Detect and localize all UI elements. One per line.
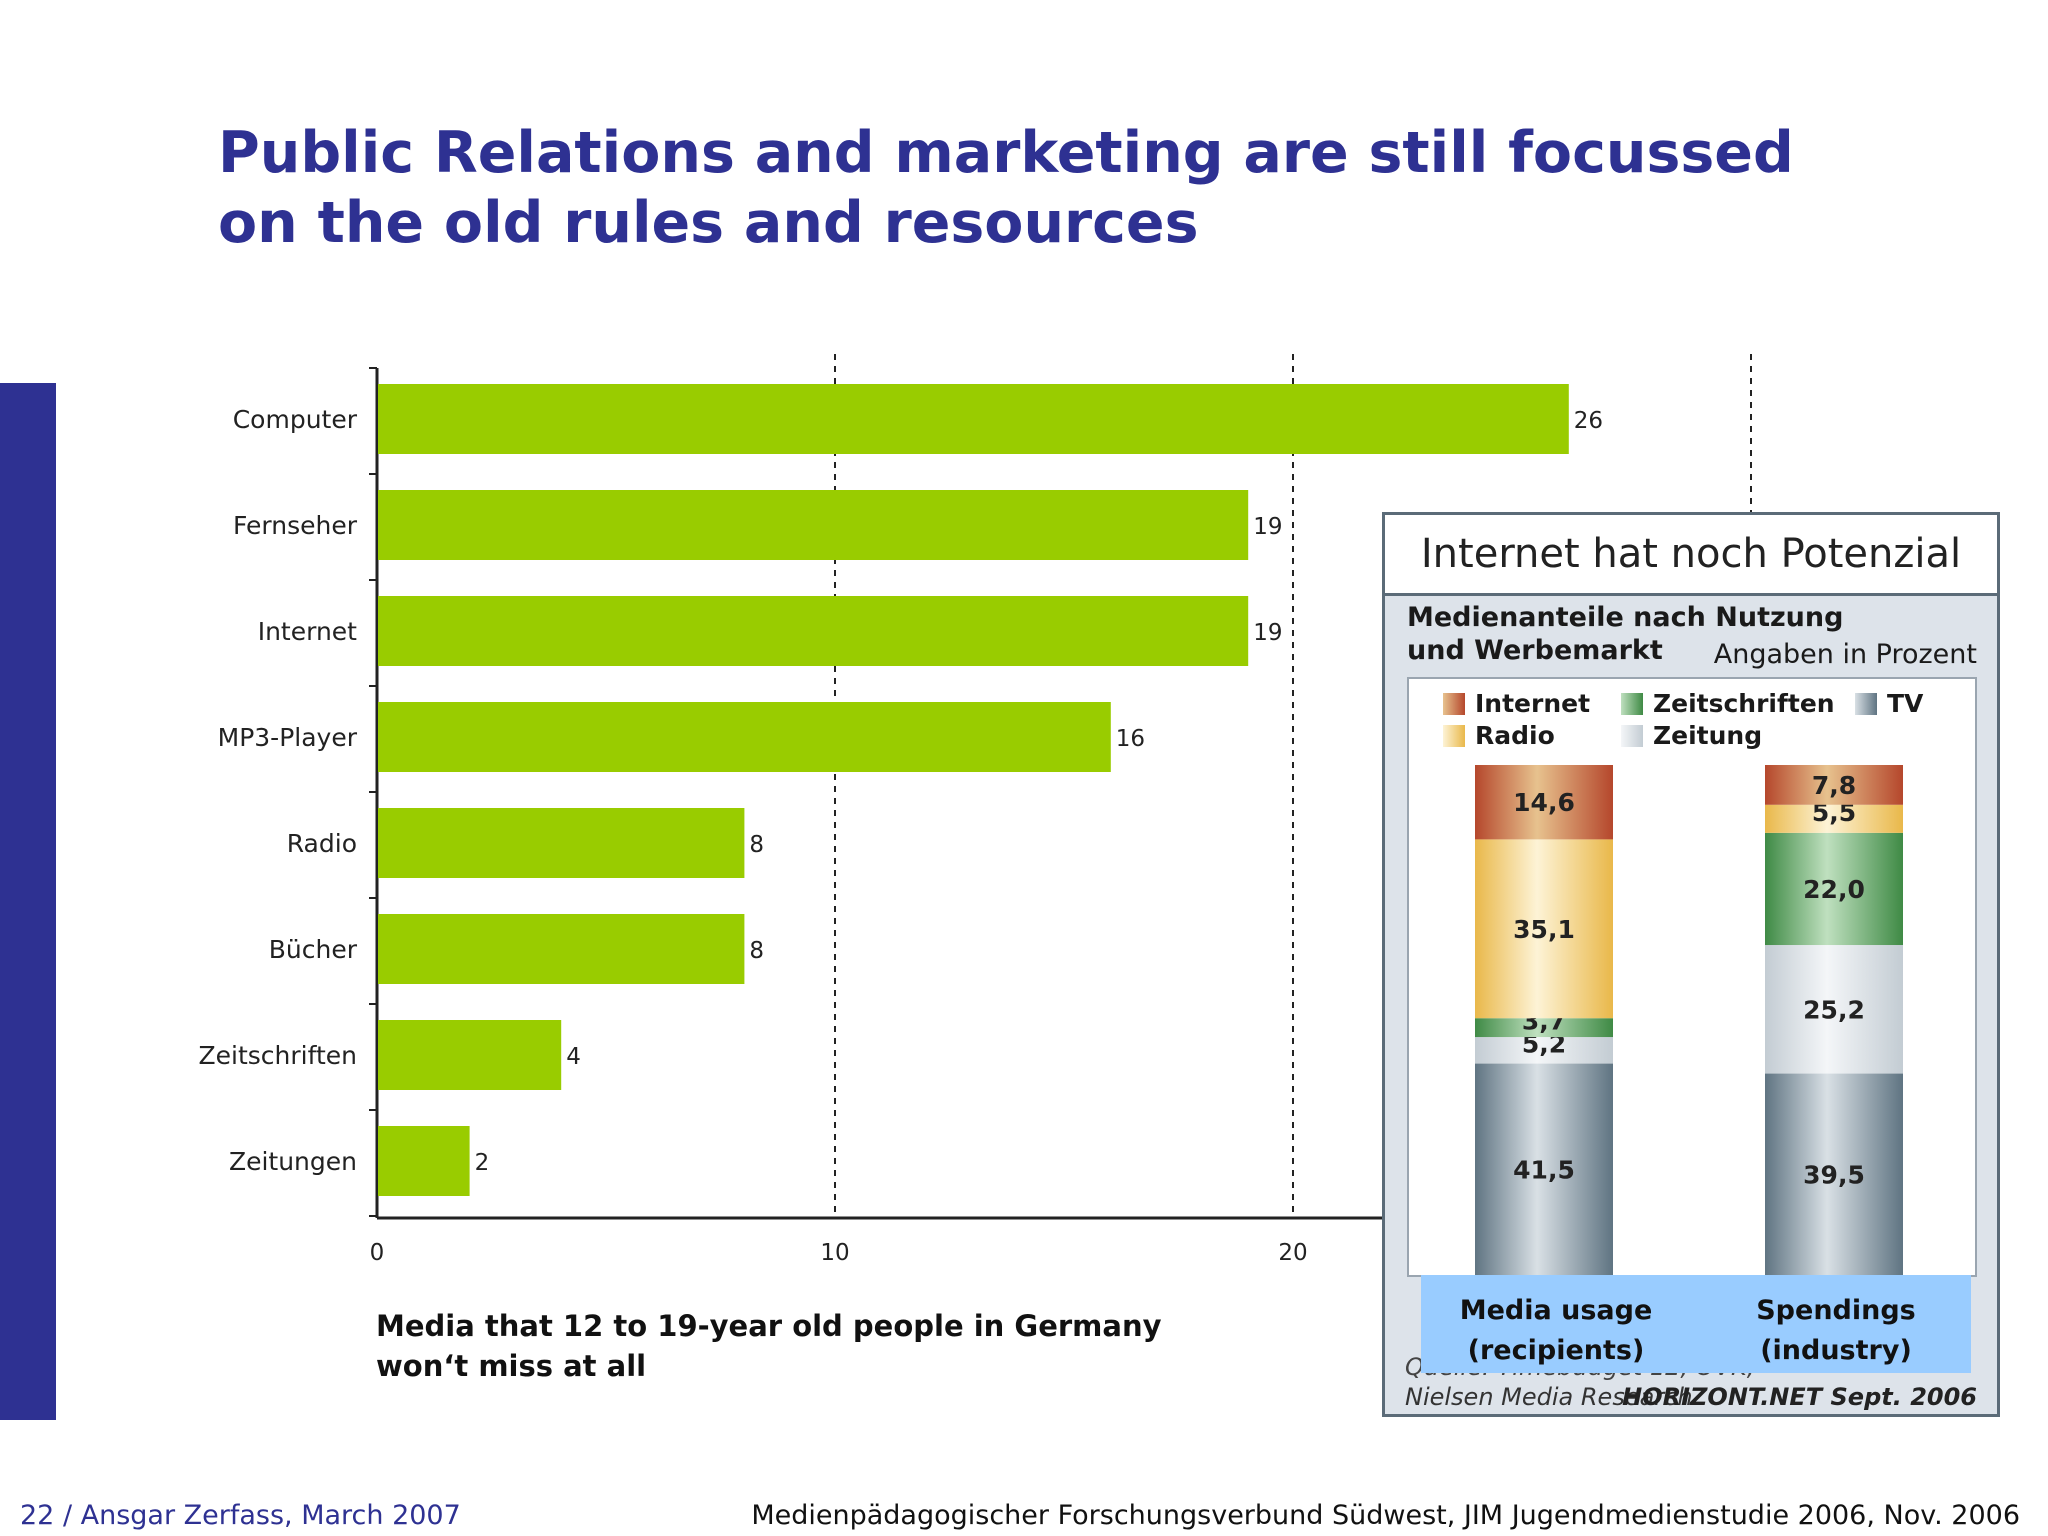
data-label: 19 [1253, 620, 1282, 646]
slide-title-line1: Public Relations and marketing are still… [218, 120, 1794, 186]
caption-line2: won‘t miss at all [376, 1349, 647, 1383]
bar-radio [378, 808, 745, 878]
stack-segment-radio [1475, 839, 1613, 1019]
slide-title-line2: on the old rules and resources [218, 190, 1199, 256]
caption-line1: Media that 12 to 19-year old people in G… [376, 1309, 1162, 1343]
bar-bücher [378, 914, 745, 984]
bar-computer [378, 384, 1569, 454]
category-label: Radio [287, 829, 357, 858]
legend-label-internet: Internet [1475, 689, 1591, 718]
legend-label-zeitung: Zeitung [1653, 721, 1763, 750]
segment-label-radio: 35,1 [1513, 915, 1575, 944]
chart-caption: Media that 12 to 19-year old people in G… [376, 1306, 1162, 1386]
segment-label-zeitung: 25,2 [1803, 995, 1865, 1024]
data-label: 4 [566, 1044, 581, 1070]
category-label: Bücher [269, 935, 358, 964]
category-label: Zeitschriften [199, 1041, 357, 1070]
category-label-spendings: Spendings (industry) [1711, 1291, 1961, 1371]
stack-segment-zeitung [1475, 1037, 1613, 1064]
legend-swatch-zeitung [1621, 725, 1643, 747]
legend-label-tv: TV [1887, 689, 1924, 718]
category-label: Fernseher [233, 511, 358, 540]
stack-segment-internet [1475, 765, 1613, 840]
legend-item-zeitschriften: Zeitschriften [1621, 689, 1835, 718]
legend-swatch-zeitschriften [1621, 693, 1643, 715]
data-label: 8 [749, 938, 764, 964]
inset-stacked-chart: 41,55,23,735,114,639,525,222,05,57,8 [1475, 765, 1903, 1275]
stack-segment-tv [1475, 1063, 1613, 1275]
segment-label-zeitschriften: 22,0 [1803, 875, 1865, 904]
legend-swatch-radio [1443, 725, 1465, 747]
inset-chart-panel: Internet hat noch Potenzial Medienanteil… [1382, 512, 2000, 1417]
category-label: Computer [233, 405, 358, 434]
data-label: 8 [749, 832, 764, 858]
data-label: 16 [1116, 726, 1145, 752]
x-tick-label: 0 [370, 1240, 385, 1266]
stack-segment-zeitung [1765, 945, 1903, 1074]
category-media-usage-line2: (recipients) [1467, 1335, 1645, 1366]
stack-segment-zeitschriften [1475, 1018, 1613, 1038]
bar-internet [378, 596, 1249, 666]
x-tick-label: 10 [820, 1240, 849, 1266]
inset-subtitle-line1: Medienanteile nach Nutzung [1407, 602, 1844, 633]
left-accent-bar [0, 383, 56, 1420]
slide-title: Public Relations and marketing are still… [218, 118, 1918, 258]
segment-label-internet: 7,8 [1812, 771, 1856, 800]
data-label: 19 [1253, 514, 1282, 540]
category-label: Internet [258, 617, 357, 646]
legend-item-radio: Radio [1443, 721, 1555, 750]
legend-swatch-internet [1443, 693, 1465, 715]
legend-swatch-tv [1855, 693, 1877, 715]
category-label-box: Media usage (recipients) Spendings (indu… [1421, 1275, 1971, 1373]
legend-item-internet: Internet [1443, 689, 1590, 718]
stack-segment-radio [1765, 804, 1903, 833]
data-label: 2 [475, 1150, 490, 1176]
bar-fernseher [378, 490, 1249, 560]
data-label: 26 [1574, 408, 1603, 434]
legend-label-radio: Radio [1475, 721, 1555, 750]
legend-label-zeitschriften: Zeitschriften [1653, 689, 1835, 718]
inset-plot-area: Internet Radio Zeitschriften Zeitung TV … [1407, 677, 1977, 1277]
category-media-usage-line1: Media usage [1459, 1295, 1653, 1326]
segment-label-tv: 39,5 [1803, 1160, 1865, 1189]
category-spendings-line2: (industry) [1760, 1335, 1912, 1366]
category-label: MP3-Player [218, 723, 358, 752]
bar-zeitschriften [378, 1020, 562, 1090]
footer-source: Medienpädagogischer Forschungsverbund Sü… [751, 1500, 2020, 1531]
legend-item-tv: TV [1855, 689, 1923, 718]
inset-subtitle-line2: und Werbemarkt [1407, 635, 1663, 666]
category-label-media-usage: Media usage (recipients) [1431, 1291, 1681, 1371]
inset-unit-note: Angaben in Prozent [1713, 639, 1977, 670]
bar-mp3-player [378, 702, 1111, 772]
footer-page-author: 22 / Ansgar Zerfass, March 2007 [20, 1500, 461, 1531]
x-tick-label: 20 [1278, 1240, 1307, 1266]
stack-segment-internet [1765, 765, 1903, 805]
stack-segment-zeitschriften [1765, 832, 1903, 946]
inset-source-line2: Nielsen Media Research [1405, 1383, 1693, 1411]
legend-item-zeitung: Zeitung [1621, 721, 1762, 750]
bar-zeitungen [378, 1126, 470, 1196]
category-spendings-line1: Spendings [1756, 1295, 1916, 1326]
segment-label-internet: 14,6 [1513, 788, 1575, 817]
stack-segment-tv [1765, 1073, 1903, 1275]
inset-source-publisher: HORIZONT.NET Sept. 2006 [1622, 1383, 1977, 1411]
segment-label-tv: 41,5 [1513, 1155, 1575, 1184]
category-label: Zeitungen [229, 1147, 357, 1176]
inset-subtitle: Medienanteile nach Nutzung und Werbemark… [1407, 601, 1843, 667]
inset-title: Internet hat noch Potenzial [1385, 515, 1997, 596]
